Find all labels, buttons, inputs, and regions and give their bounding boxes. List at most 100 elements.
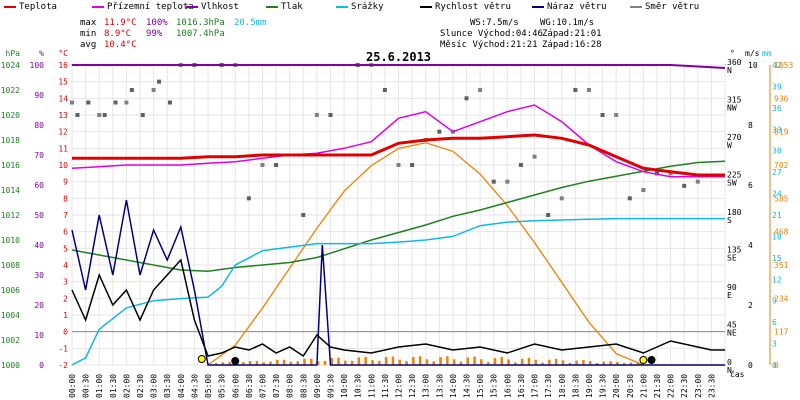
- wind-dir-point: [586, 88, 591, 92]
- solar-bar: [514, 362, 517, 365]
- wind-dir-point: [97, 113, 102, 117]
- x-tick-label: 16:00: [503, 374, 512, 398]
- x-tick-label: 16:30: [517, 374, 526, 398]
- x-tick-label: 01:30: [109, 374, 118, 398]
- axis-solar-tick: 234: [774, 294, 789, 303]
- wind-dir-point: [75, 113, 80, 117]
- solar-bar: [602, 361, 606, 365]
- legend-label: Náraz větru: [547, 2, 607, 12]
- x-tick-label: 06:30: [245, 374, 254, 398]
- axis-percent-tick: 20: [34, 301, 44, 310]
- axis-dir-tick: 0: [727, 358, 732, 367]
- axis-rain-label: mm: [762, 49, 772, 58]
- legend-swatch: [4, 5, 16, 8]
- axis-wind-tick: 8: [748, 121, 753, 130]
- x-tick-label: 18:30: [571, 374, 580, 398]
- x-tick-label: 10:00: [340, 374, 349, 398]
- axis-dir-name: NW: [727, 104, 737, 113]
- axis-temp-tick: -2: [58, 361, 68, 370]
- solar-bar: [412, 356, 415, 365]
- wind-dir-point: [641, 188, 646, 192]
- legend-label: Rychlost větru: [435, 2, 511, 12]
- solar-bar: [384, 357, 388, 365]
- axis-solar-tick: 936: [774, 94, 789, 103]
- axis-rain-tick: 3: [772, 340, 777, 349]
- axis-temp-tick: 13: [58, 111, 68, 120]
- series-přízemní-teplota: [71, 104, 725, 178]
- axis-temp-tick: 0: [63, 328, 68, 337]
- solar-bar: [609, 361, 612, 365]
- solar-bar: [432, 361, 436, 365]
- x-tick-label: 19:00: [585, 374, 594, 398]
- wind-dir-point: [157, 79, 162, 84]
- x-tick-label: 00:00: [68, 374, 77, 398]
- axis-wind-tick: 6: [748, 181, 753, 190]
- solar-bar: [446, 356, 449, 365]
- axis-percent-tick: 10: [34, 331, 44, 340]
- axis-wind-tick: 0: [748, 361, 753, 370]
- solar-bar: [228, 362, 231, 365]
- stat-min-temp: 8.9°C: [104, 29, 132, 39]
- stat-moon: Měsíc Východ:21:21: [440, 40, 538, 50]
- moonrise-marker: [647, 356, 656, 364]
- x-tick-label: 09:30: [326, 374, 335, 398]
- solar-bar: [323, 360, 327, 365]
- stat-max-hum: 100%: [146, 18, 168, 28]
- axis-temp-tick: 2: [63, 294, 68, 303]
- solar-bar: [303, 358, 306, 365]
- axis-dir-name: W: [727, 141, 732, 150]
- wind-dir-point: [151, 88, 156, 92]
- axis-hpa-tick: 1012: [1, 211, 20, 220]
- x-tick-label: 20:30: [626, 374, 635, 398]
- chart-title: 25.6.2013: [366, 50, 432, 64]
- solar-bar: [568, 362, 572, 365]
- axis-hpa-tick: 1022: [1, 86, 20, 95]
- axis-percent-tick: 40: [34, 241, 44, 250]
- axis-rain-tick: 27: [772, 168, 782, 177]
- solar-bar: [337, 357, 340, 365]
- axis-hpa-tick: 1016: [1, 161, 20, 170]
- axis-dir-name: S: [727, 216, 732, 225]
- x-tick-label: 14:00: [449, 374, 458, 398]
- x-tick-label: 22:00: [667, 374, 676, 398]
- axis-temp-tick: 15: [58, 78, 68, 87]
- axis-temp-tick: 3: [63, 278, 68, 287]
- wind-dir-point: [328, 113, 333, 117]
- legend-swatch: [92, 5, 104, 8]
- solar-bar: [310, 358, 313, 365]
- legend-label: Tlak: [281, 2, 303, 12]
- axis-rain-tick: 36: [772, 104, 782, 113]
- solar-bar: [296, 361, 299, 365]
- solar-bar: [330, 358, 333, 365]
- wind-dir-point: [86, 100, 91, 105]
- wind-dir-point: [396, 163, 401, 167]
- solar-bar: [473, 356, 476, 365]
- x-tick-label: 20:00: [612, 374, 621, 398]
- x-tick-label: 12:30: [408, 374, 417, 398]
- stat-avg-label: avg: [80, 40, 97, 50]
- stat-max-temp: 11.9°C: [104, 18, 137, 28]
- axis-percent-label: %: [39, 49, 44, 58]
- legend-tlak: Tlak: [266, 2, 303, 12]
- solar-bar: [582, 360, 585, 365]
- axis-percent-tick: 50: [34, 211, 44, 220]
- wind-dir-point: [129, 88, 134, 92]
- legend-teplota: Teplota: [4, 2, 57, 12]
- series-rychlost-větru: [71, 258, 725, 358]
- wind-dir-point: [546, 213, 551, 217]
- solar-bar: [575, 360, 578, 365]
- axis-dir-label: °: [730, 49, 735, 58]
- axis-rain-tick: 18: [772, 232, 782, 241]
- solar-bar: [629, 362, 633, 365]
- series-vlhkost: [72, 64, 726, 69]
- solar-bar: [616, 361, 619, 365]
- axis-hpa-tick: 1008: [1, 261, 20, 270]
- x-tick-label: 02:30: [136, 374, 145, 398]
- series-teplota: [72, 133, 725, 177]
- wind-dir-point: [695, 179, 700, 184]
- x-tick-label: 10:30: [354, 374, 363, 398]
- x-tick-label: 17:00: [531, 374, 540, 398]
- axis-rain-tick: 6: [772, 318, 777, 327]
- axis-dir-tick: 45: [727, 321, 737, 330]
- axis-dir-name: E: [727, 291, 732, 300]
